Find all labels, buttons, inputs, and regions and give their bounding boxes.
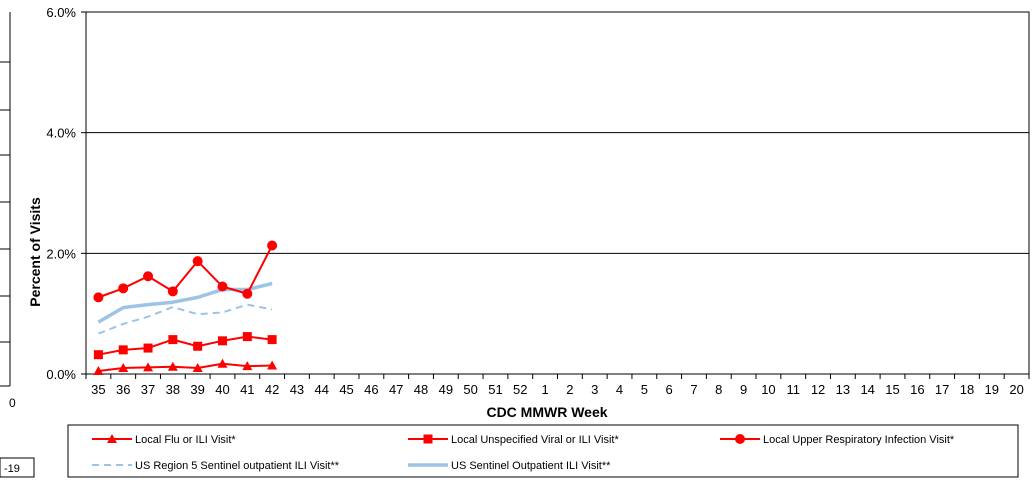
left-panel-axis-zero: 0: [9, 396, 16, 410]
x-tick-label: 35: [91, 382, 105, 397]
x-tick-label: 13: [836, 382, 850, 397]
data-point: [143, 343, 153, 353]
x-tick-label: 42: [265, 382, 279, 397]
data-point: [193, 341, 203, 351]
x-tick-label: 18: [960, 382, 974, 397]
x-tick-label: 15: [885, 382, 899, 397]
x-tick-label: 36: [116, 382, 130, 397]
y-tick-label: 4.0%: [46, 126, 76, 141]
x-tick-label: 40: [215, 382, 229, 397]
x-tick-label: 6: [666, 382, 673, 397]
x-tick-label: 9: [740, 382, 747, 397]
legend-item: US Sentinel Outpatient ILI Visit**: [408, 460, 611, 472]
x-tick-label: 45: [339, 382, 353, 397]
data-point: [217, 358, 228, 368]
legend-label: US Sentinel Outpatient ILI Visit**: [451, 460, 611, 472]
y-axis-title: Percent of Visits: [27, 197, 43, 307]
x-tick-label: 51: [488, 382, 502, 397]
data-point: [143, 362, 154, 372]
x-tick-label: 39: [190, 382, 204, 397]
x-tick-label: 43: [290, 382, 304, 397]
legend-label: US Region 5 Sentinel outpatient ILI Visi…: [135, 460, 340, 472]
legend-item: Local Flu or ILI Visit*: [92, 434, 236, 446]
x-tick-label: 50: [463, 382, 477, 397]
legend-label: Local Unspecified Viral or ILI Visit*: [451, 434, 619, 446]
legend-item: Local Upper Respiratory Infection Visit*: [720, 434, 955, 446]
x-tick-label: 1: [541, 382, 548, 397]
x-tick-label: 52: [513, 382, 527, 397]
data-point: [168, 335, 178, 345]
plot-area: [85, 11, 1030, 375]
data-point: [217, 281, 228, 292]
legend-label: Local Flu or ILI Visit*: [135, 434, 236, 446]
legend-box: [67, 424, 1019, 478]
data-point: [192, 256, 203, 267]
data-point: [118, 345, 128, 355]
y-tick-label: 6.0%: [46, 5, 76, 20]
y-tick-label: 0.0%: [46, 367, 76, 382]
x-tick-label: 47: [389, 382, 403, 397]
data-point: [118, 283, 129, 294]
data-point: [167, 286, 178, 297]
y-tick-label: 2.0%: [46, 246, 76, 261]
x-tick-label: 12: [811, 382, 825, 397]
data-point: [93, 350, 103, 360]
data-point: [93, 292, 104, 303]
data-point: [167, 361, 178, 371]
legend-marker: [735, 434, 745, 444]
x-tick-label: 5: [641, 382, 648, 397]
x-tick-label: 10: [761, 382, 775, 397]
legend-marker: [423, 434, 433, 444]
data-point: [267, 335, 277, 345]
legend-marker: [107, 434, 117, 443]
data-point: [242, 288, 253, 299]
legend-item: Local Unspecified Viral or ILI Visit*: [408, 434, 619, 446]
x-tick-label: 48: [414, 382, 428, 397]
x-tick-label: 8: [715, 382, 722, 397]
series-line: [98, 362, 273, 372]
data-point: [143, 271, 154, 282]
series-line: [97, 281, 273, 324]
legend-label: Local Upper Respiratory Infection Visit*: [763, 434, 955, 446]
data-point: [217, 336, 227, 346]
x-tick-label: 20: [1009, 382, 1023, 397]
x-tick-label: 46: [364, 382, 378, 397]
legend-item: US Region 5 Sentinel outpatient ILI Visi…: [92, 460, 340, 472]
data-point: [267, 240, 278, 251]
x-tick-label: 7: [690, 382, 697, 397]
x-tick-label: 17: [935, 382, 949, 397]
legend: Local Flu or ILI Visit* Local Unspecified…: [67, 424, 1019, 478]
left-panel-date-fragment: -19: [4, 463, 20, 475]
partial-left-panel: 0 -19: [0, 12, 35, 478]
data-point: [118, 362, 129, 372]
x-tick-label: 4: [616, 382, 623, 397]
series-line: [98, 303, 273, 335]
data-point: [242, 332, 252, 342]
x-tick-label: 37: [141, 382, 155, 397]
x-tick-label: 49: [439, 382, 453, 397]
x-tick-label: 41: [240, 382, 254, 397]
x-tick-label: 19: [985, 382, 999, 397]
x-tick-label: 11: [787, 382, 801, 397]
x-axis-title: CDC MMWR Week: [486, 404, 607, 420]
x-tick-label: 2: [566, 382, 573, 397]
x-tick-label: 38: [166, 382, 180, 397]
x-tick-label: 14: [860, 382, 874, 397]
data-point: [192, 362, 203, 372]
x-tick-label: 16: [910, 382, 924, 397]
data-point: [267, 360, 278, 370]
x-tick-label: 3: [591, 382, 598, 397]
data-point: [93, 365, 104, 375]
x-tick-label: 44: [315, 382, 329, 397]
data-point: [242, 361, 253, 371]
